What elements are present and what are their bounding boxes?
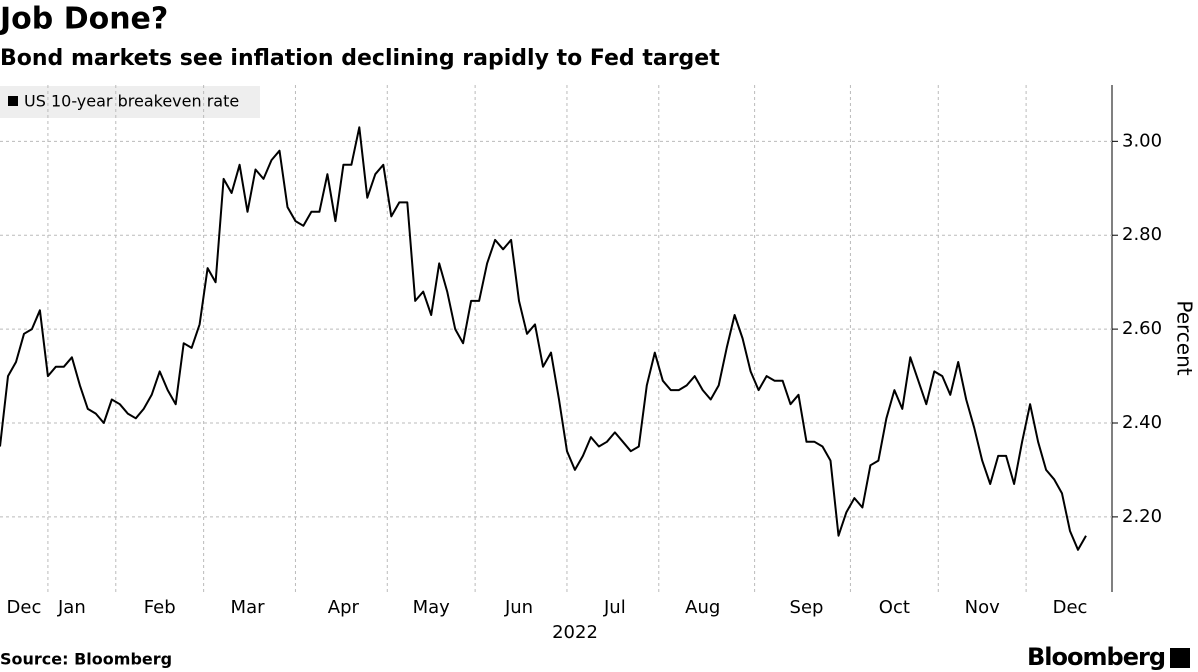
chart-subtitle: Bond markets see inflation declining rap… [0, 46, 720, 71]
legend-swatch [8, 96, 18, 106]
brand-icon [1170, 648, 1190, 668]
x-tick-label: Jan [57, 597, 86, 618]
x-tick-label: Apr [328, 597, 360, 618]
x-tick-label: Dec [7, 597, 42, 618]
x-tick-label: Jul [603, 597, 626, 618]
x-tick-label: May [413, 597, 451, 618]
y-tick-label: 2.60 [1122, 318, 1162, 339]
x-axis-label: 2022 [552, 622, 598, 643]
legend-label: US 10-year breakeven rate [24, 92, 239, 111]
y-axis-label: Percent [1173, 300, 1197, 375]
chart-title: Job Done? [0, 2, 168, 37]
y-tick-label: 2.80 [1122, 224, 1162, 245]
x-tick-label: Oct [879, 597, 910, 618]
line [0, 126, 1087, 551]
legend-box [0, 86, 260, 118]
x-tick-label: Sep [790, 597, 824, 618]
brand: Bloomberg [1027, 643, 1165, 671]
y-tick-label: 3.00 [1122, 130, 1162, 151]
x-tick-label: Feb [144, 597, 176, 618]
x-tick-label: Jun [504, 597, 533, 618]
source: Source: Bloomberg [0, 650, 172, 669]
y-tick-label: 2.40 [1122, 412, 1162, 433]
x-tick-label: Aug [685, 597, 720, 618]
x-tick-label: Dec [1053, 597, 1088, 618]
x-tick-label: Nov [965, 597, 1000, 618]
y-tick-label: 2.20 [1122, 506, 1162, 527]
x-tick-label: Mar [231, 597, 266, 618]
